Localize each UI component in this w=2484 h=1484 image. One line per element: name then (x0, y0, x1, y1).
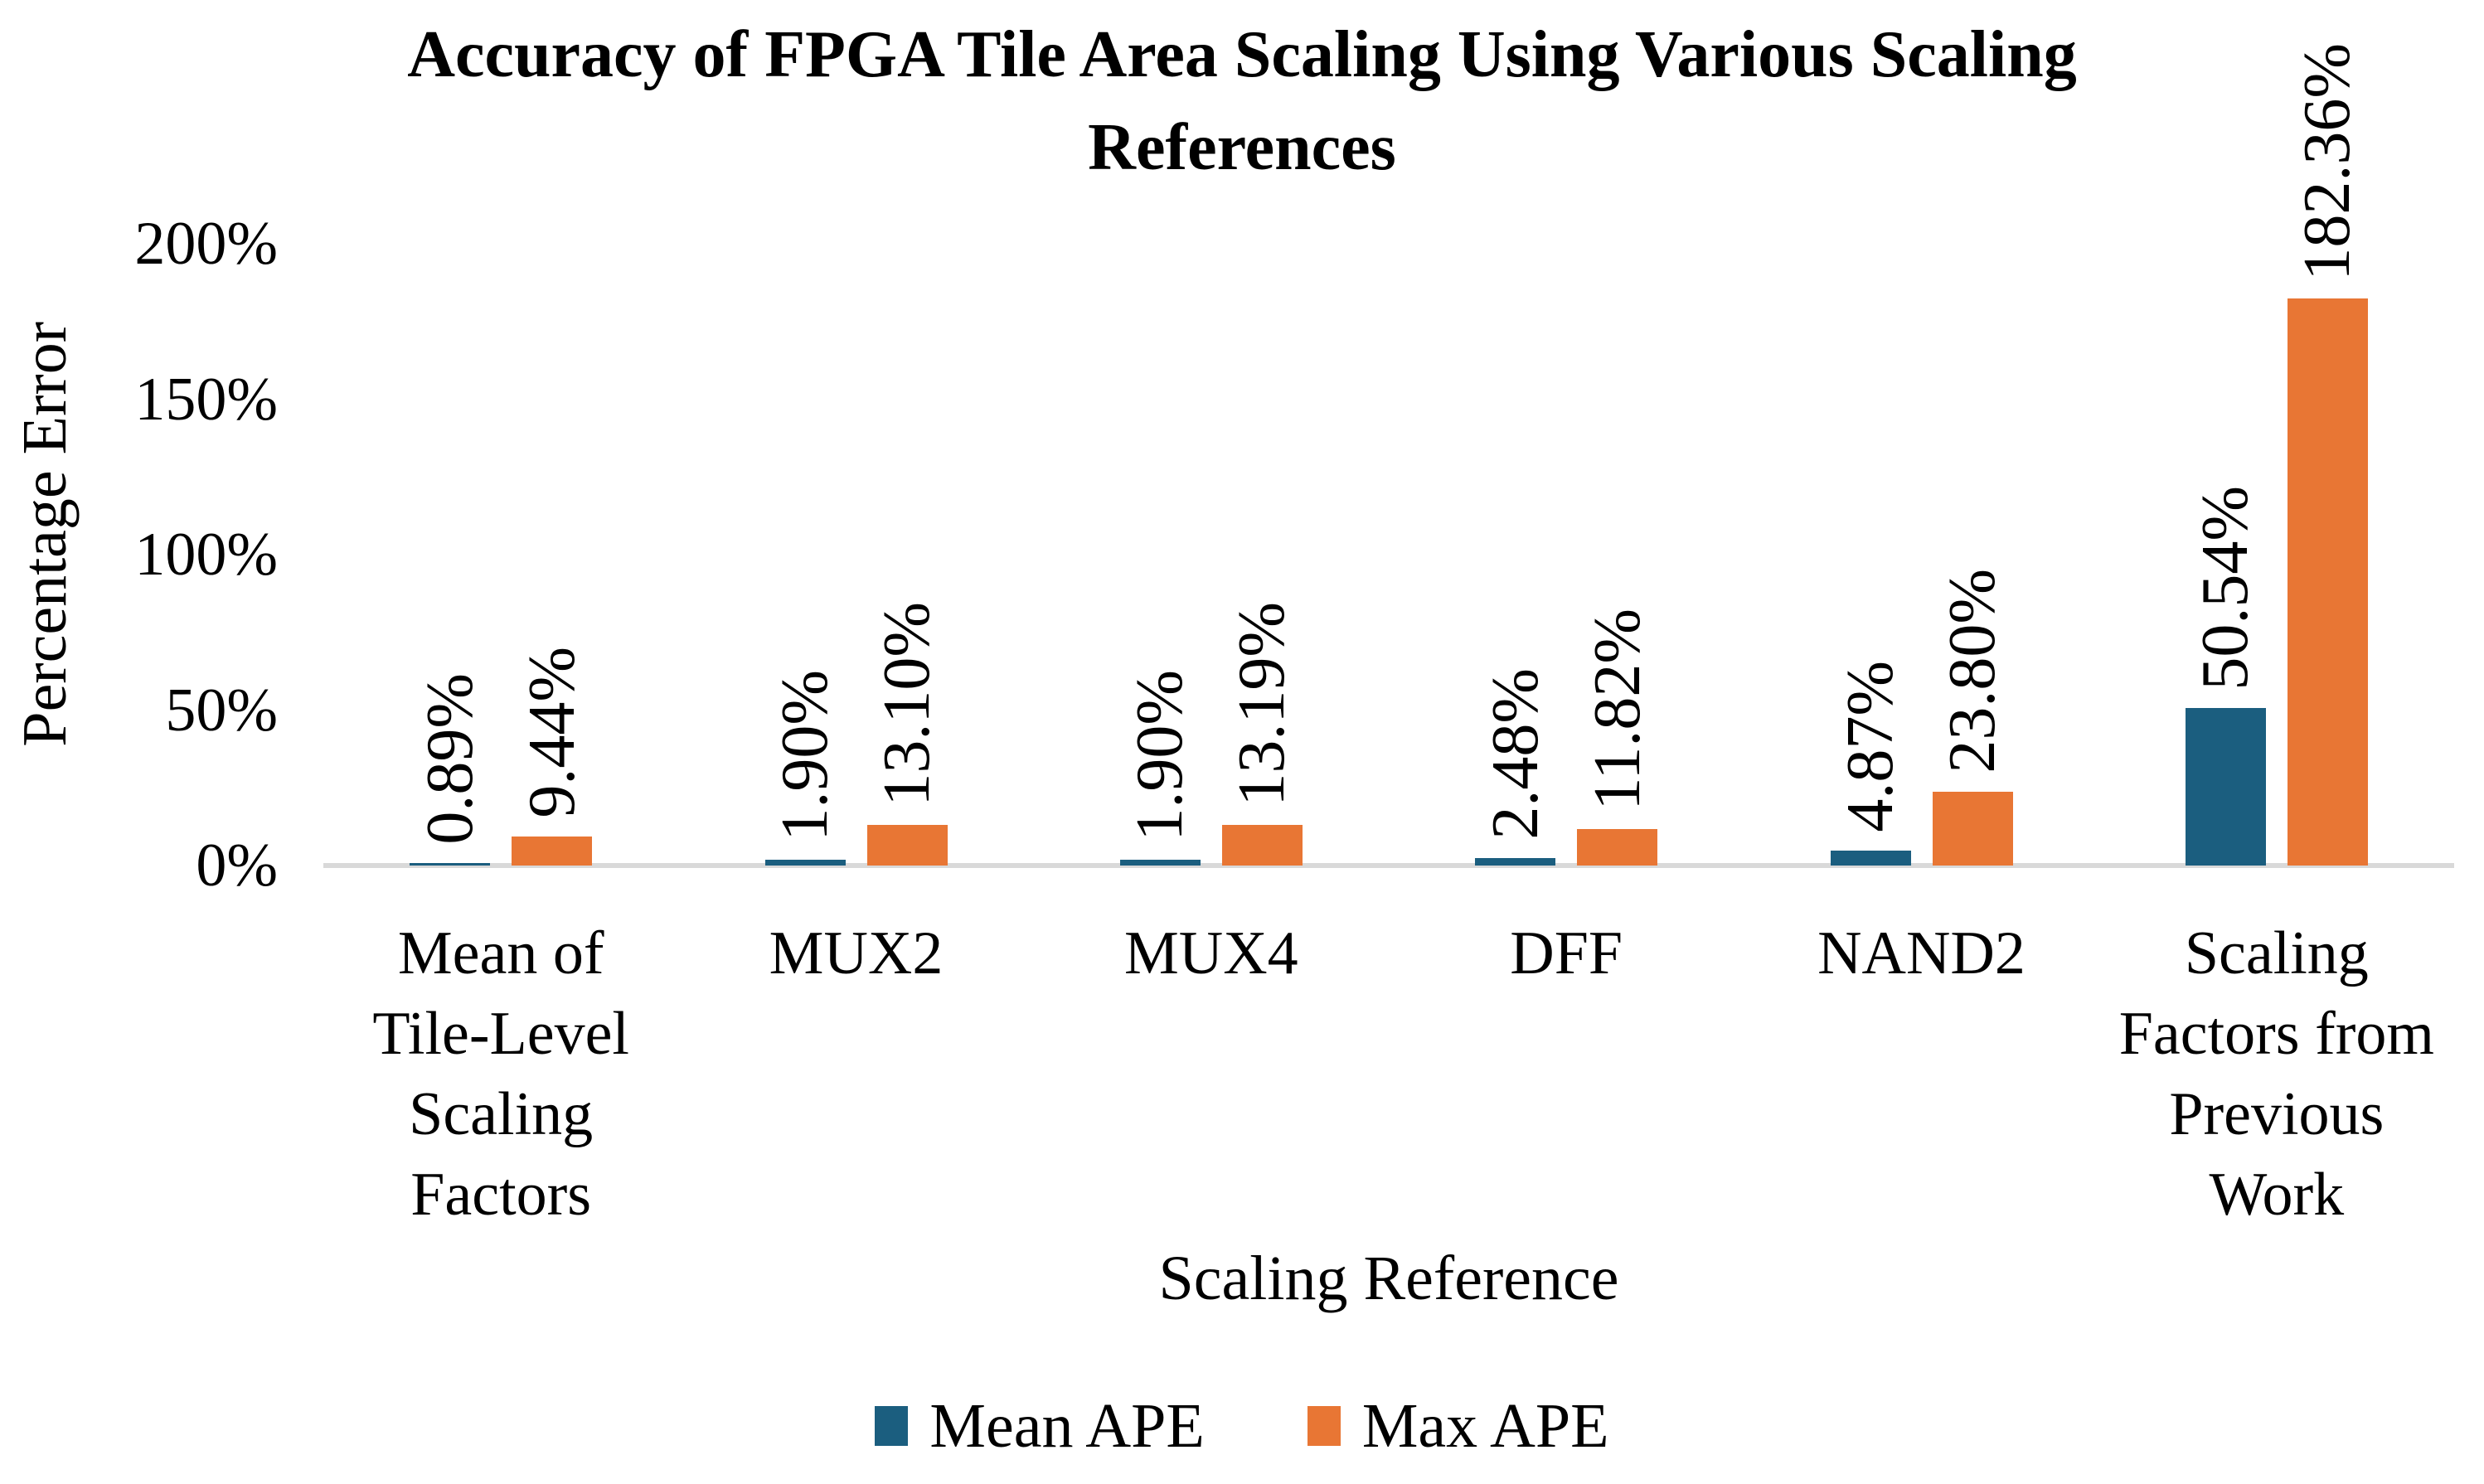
bar-max-ape-mean-of-tile-level-scaling-factors (512, 836, 593, 866)
bar-mean-ape-scaling-factors-from-previous-work (2185, 708, 2266, 866)
bar-value-label-mean-ape-mean-of-tile-level-scaling-factors: 0.89% (413, 673, 487, 845)
y-tick-label-0: 0% (196, 832, 278, 900)
y-tick-label-50: 50% (165, 676, 278, 744)
legend-swatch-mean-ape-icon (875, 1406, 909, 1446)
bar-mean-ape-dff (1475, 857, 1556, 866)
bar-value-label-mean-ape-mux4: 1.90% (1123, 670, 1197, 841)
bar-mean-ape-mean-of-tile-level-scaling-factors (410, 862, 491, 866)
bar-value-label-max-ape-mean-of-tile-level-scaling-factors: 9.44% (515, 646, 589, 818)
bar-max-ape-mux2 (866, 824, 948, 866)
bar-value-label-max-ape-nand2: 23.80% (1936, 569, 2009, 774)
chart-title-line1: Accuracy of FPGA Tile Area Scaling Using… (407, 18, 2077, 91)
legend-item-mean-ape: Mean APE (875, 1391, 1205, 1461)
x-category-label-mux2: MUX2 (769, 919, 944, 987)
x-category-label-scaling-factors-from-previous-work: Scaling Factors from Previous Work (2118, 919, 2434, 1229)
legend: Mean APE Max APE (0, 1391, 2484, 1461)
x-category-label-mean-of-tile-level-scaling-factors: Mean of Tile-Level Scaling Factors (372, 919, 629, 1229)
bar-max-ape-mux4 (1221, 824, 1303, 866)
bar-value-label-max-ape-mux2: 13.10% (871, 602, 944, 807)
bar-value-label-mean-ape-mux2: 1.90% (769, 670, 842, 841)
y-tick-label-150: 150% (134, 365, 278, 434)
bar-max-ape-nand2 (1932, 791, 2013, 866)
legend-label-mean-ape: Mean APE (929, 1391, 1205, 1461)
bar-max-ape-dff (1577, 828, 1658, 866)
bar-value-label-mean-ape-nand2: 4.87% (1834, 661, 1907, 832)
legend-label-max-ape: Max APE (1361, 1391, 1609, 1461)
x-axis-line (323, 863, 2454, 868)
bar-value-label-max-ape-scaling-factors-from-previous-work: 182.36% (2291, 42, 2365, 281)
bar-value-label-mean-ape-scaling-factors-from-previous-work: 50.54% (2189, 485, 2263, 691)
x-category-label-mux4: MUX4 (1123, 919, 1298, 987)
y-axis-title: Percentage Error (10, 322, 80, 747)
bar-value-label-max-ape-dff: 11.82% (1580, 609, 1654, 811)
y-tick-label-100: 100% (134, 521, 278, 589)
bar-mean-ape-mux2 (764, 859, 846, 866)
chart-title-line2: References (1088, 111, 1396, 184)
bar-max-ape-scaling-factors-from-previous-work (2287, 298, 2368, 866)
y-tick-label-200: 200% (134, 210, 278, 278)
legend-item-max-ape: Max APE (1307, 1391, 1609, 1461)
bar-value-label-mean-ape-dff: 2.48% (1478, 668, 1552, 840)
bar-mean-ape-nand2 (1830, 850, 1911, 866)
x-category-label-dff: DFF (1510, 919, 1623, 987)
x-axis-title: Scaling Reference (1158, 1244, 1619, 1313)
bar-value-label-max-ape-mux4: 13.19% (1225, 601, 1299, 807)
bar-mean-ape-mux4 (1119, 859, 1201, 866)
x-category-label-nand2: NAND2 (1817, 919, 2026, 987)
legend-swatch-max-ape-icon (1307, 1406, 1341, 1446)
